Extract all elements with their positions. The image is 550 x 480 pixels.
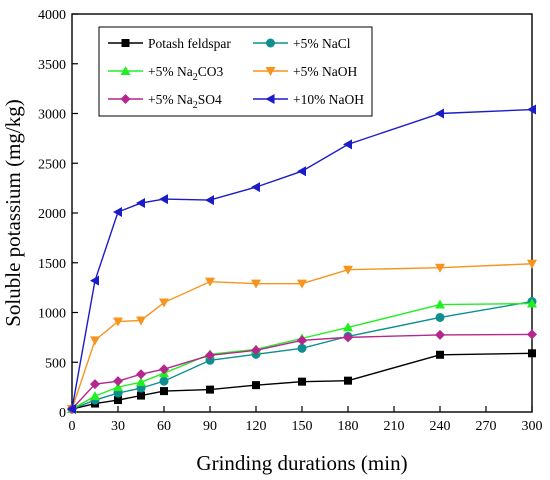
data-point — [343, 322, 353, 332]
y-tick-label: 2000 — [38, 207, 66, 222]
x-tick-label: 150 — [292, 419, 313, 434]
legend-label: +5% Na2SO4 — [148, 92, 222, 111]
data-point — [159, 298, 169, 308]
data-point — [113, 317, 123, 327]
data-point — [343, 139, 352, 150]
data-point — [136, 316, 146, 326]
legend-box — [98, 26, 373, 117]
x-tick-label: 210 — [384, 419, 405, 434]
series-layer — [67, 104, 537, 415]
series-1 — [68, 349, 536, 414]
data-point — [527, 104, 536, 115]
data-point — [435, 108, 444, 119]
data-point — [527, 298, 537, 308]
data-point — [528, 349, 536, 358]
data-point — [90, 391, 100, 401]
data-point — [435, 329, 445, 340]
x-tick-label: 240 — [430, 419, 451, 434]
axes: 0 30 60 90 120 150 180 210 240 270 300050010001500… — [38, 8, 543, 434]
data-point — [435, 299, 445, 309]
data-point — [113, 382, 123, 392]
y-tick-label: 2500 — [38, 157, 66, 172]
legend-label: Potash feldspar — [148, 36, 231, 51]
y-tick-label: 4000 — [38, 8, 66, 23]
data-point — [159, 376, 169, 386]
y-tick-label: 3500 — [38, 58, 66, 73]
data-point — [114, 396, 122, 405]
data-point — [251, 279, 261, 289]
data-point — [435, 312, 445, 322]
data-point — [297, 343, 307, 353]
data-point — [205, 350, 215, 361]
legend-marker — [265, 94, 275, 104]
series-line — [71, 108, 533, 410]
x-tick-label: 270 — [476, 419, 497, 434]
data-point — [137, 391, 145, 400]
x-tick-label: 0 — [69, 419, 76, 434]
legend-marker — [265, 67, 276, 76]
legend-marker — [120, 66, 131, 75]
legend-label: +5% NaOH — [293, 64, 357, 79]
data-point — [67, 404, 76, 415]
legend: Potash feldspar +5% NaCl +5% Na2CO3 +5% NaO… — [98, 26, 373, 117]
y-axis-title: Soluble potassium (mg/kg) — [1, 99, 25, 327]
data-point — [297, 166, 306, 177]
legend-marker — [120, 94, 131, 104]
data-point — [136, 198, 145, 209]
data-point — [159, 364, 169, 375]
data-point — [90, 275, 99, 286]
x-tick-label: 60 — [157, 419, 171, 434]
data-point — [205, 277, 215, 287]
legend-marker — [121, 39, 130, 47]
data-point — [90, 336, 100, 346]
series-4 — [67, 259, 537, 415]
y-tick-label: 0 — [59, 406, 66, 421]
data-point — [251, 182, 260, 193]
data-point — [252, 381, 260, 390]
x-tick-label: 180 — [338, 419, 359, 434]
data-point — [160, 387, 168, 396]
data-point — [527, 259, 537, 269]
data-point — [435, 263, 445, 273]
data-point — [527, 329, 537, 340]
x-tick-label: 30 — [111, 419, 125, 434]
data-point — [205, 195, 214, 206]
data-point — [206, 385, 214, 394]
data-point — [343, 265, 353, 275]
y-tick-label: 500 — [45, 356, 66, 371]
data-point — [343, 332, 353, 343]
series-5 — [67, 329, 537, 415]
legend-marker — [266, 38, 275, 48]
data-point — [251, 345, 261, 356]
legend-label: +5% NaCl — [293, 36, 351, 51]
data-point — [298, 377, 306, 386]
y-tick-label: 1500 — [38, 257, 66, 272]
data-point — [297, 279, 307, 289]
data-point — [136, 377, 146, 387]
x-tick-label: 120 — [246, 419, 267, 434]
x-axis-title: Grinding durations (min) — [196, 451, 407, 475]
data-point — [344, 376, 352, 385]
data-point — [297, 335, 307, 346]
data-point — [113, 376, 123, 387]
x-tick-label: 90 — [203, 419, 217, 434]
y-tick-label: 3000 — [38, 108, 66, 123]
x-tick-label: 300 — [522, 419, 543, 434]
data-point — [159, 194, 168, 205]
data-point — [136, 369, 146, 380]
series-6 — [67, 104, 536, 415]
legend-label: +5% Na2CO3 — [148, 64, 223, 83]
y-tick-label: 1000 — [38, 307, 66, 322]
legend-label: +10% NaOH — [293, 92, 364, 107]
data-point — [436, 350, 444, 359]
data-point — [90, 379, 100, 390]
data-point — [113, 207, 122, 218]
